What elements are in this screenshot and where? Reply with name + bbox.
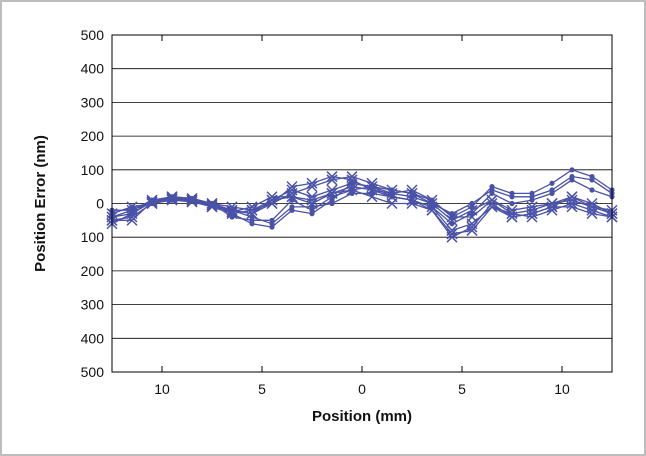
data-point-x [266,194,278,206]
data-point-dot [509,200,515,207]
series-layer [106,167,618,243]
data-point-dot [469,200,475,207]
data-point-x [286,191,298,203]
data-point-x [466,211,478,223]
data-point-dot [449,221,455,227]
y-tick-label: 500 [81,364,105,380]
data-point-dot [249,221,255,227]
series-line [111,179,613,225]
data-point-x [306,177,318,189]
data-point-dot [309,211,315,217]
data-point-dot [289,204,295,210]
data-point-x [586,208,598,220]
data-point-dot [329,200,335,207]
series-0 [106,171,618,226]
series-7 [109,177,615,227]
data-point-dot [489,190,495,196]
data-point-dot [549,180,555,186]
data-point-dot [209,202,215,208]
data-point-dot [589,177,595,183]
data-point-dot [129,211,135,217]
data-point-x [486,197,498,210]
y-tick-label: 500 [81,27,105,43]
data-point-x [286,181,298,193]
grid-lines [112,68,612,339]
data-point-dot [309,204,315,210]
data-point-x [566,191,578,203]
data-point-x [386,197,398,210]
data-point-dot [429,204,435,210]
data-point-dot [469,211,475,217]
data-point-x [466,224,478,236]
x-tick-label: 10 [154,381,170,397]
y-axis-title: Position Error (nm) [32,135,49,272]
data-point-x [246,208,258,220]
data-point-dot [509,194,515,200]
y-tick-label: 300 [81,297,105,313]
data-point-x [486,201,498,213]
data-point-dot [369,190,375,196]
y-tick-label: 400 [81,330,105,346]
data-point-dot [369,184,375,190]
data-point-x [526,208,538,220]
data-point-x [446,228,458,240]
x-tick-label: 5 [458,381,466,397]
data-point-x [546,201,558,213]
data-point-x [566,201,578,213]
data-point-dot [529,197,535,203]
data-point-dot [289,197,295,203]
data-point-dot [149,199,155,205]
data-point-x [126,214,138,226]
y-tick-label: 100 [81,162,105,178]
data-point-dot [229,207,235,213]
data-point-x [306,194,318,206]
y-tick-label: 200 [81,263,105,279]
x-tick-label: 10 [554,381,570,397]
data-point-dot [349,180,355,186]
x-axis-title: Position (mm) [312,408,412,425]
y-tick-label: 100 [81,229,105,245]
data-point-dot [249,214,255,220]
series-line [112,189,613,235]
series-line [112,175,613,228]
data-point-dot [569,177,575,183]
data-point-dot [409,197,415,203]
data-point-dot [449,211,455,217]
data-point-dot [589,187,595,193]
y-tick-label: 0 [96,196,104,212]
data-point-dot [549,190,555,196]
y-tick-label: 200 [81,128,105,144]
data-point-x [426,204,438,216]
x-tick-label: 0 [358,381,366,397]
data-point-dot [389,194,395,200]
data-point-dot [569,167,575,173]
y-tick-label: 400 [81,61,105,77]
x-tick-label: 5 [258,381,266,397]
data-point-x [506,211,518,223]
data-point-dot [189,197,195,203]
data-point-dot [169,195,175,202]
data-point-x [326,171,338,183]
data-point-dot [349,190,355,196]
y-tick-label: 300 [81,94,105,110]
data-point-dot [269,221,275,227]
tick-layer: 500 400 300 200 100 0 100 200 300 400 500 10 5 0 5 10 [81,27,570,397]
